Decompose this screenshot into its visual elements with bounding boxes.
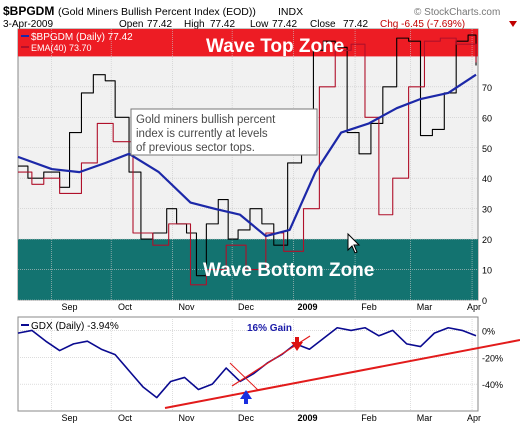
mouse-cursor-icon — [347, 232, 361, 254]
wave-top-zone-label: Wave Top Zone — [206, 36, 344, 57]
cross-trendline — [229, 362, 259, 391]
gdx-y-tick-label: 0% — [482, 326, 495, 336]
main-panel: Wave Top Zone Wave Bottom Zone $BPGDM (D… — [17, 28, 492, 312]
close-value: 77.42 — [343, 19, 368, 30]
gdx-y-axis: 0% -20% -40% — [482, 326, 503, 390]
open-label: Open — [119, 19, 143, 30]
main-y-tick-label: 20 — [482, 235, 492, 245]
gdx-x-tick-label: Mar — [417, 413, 433, 423]
wave-bottom-zone-label: Wave Bottom Zone — [203, 260, 374, 281]
change-text: Chg -6.45 (-7.69%) — [380, 19, 465, 30]
gdx-x-tick-label: Oct — [118, 413, 133, 423]
date-text: 3-Apr-2009 — [3, 19, 53, 30]
legend-label-ema: EMA(40) 73.70 — [31, 43, 92, 53]
down-triangle-icon — [509, 21, 517, 27]
main-y-tick-label: 70 — [482, 83, 492, 93]
main-x-tick-label: Nov — [179, 302, 196, 312]
gdx-x-tick-label: Sep — [62, 413, 78, 423]
long-trendline — [164, 339, 520, 409]
annotation-text: Gold miners bullish percent index is cur… — [136, 114, 279, 154]
low-value: 77.42 — [272, 19, 297, 30]
symbol-text: $BPGDM — [3, 4, 54, 18]
gdx-y-tick-label: -20% — [482, 353, 503, 363]
main-y-tick-label: 30 — [482, 205, 492, 215]
annotation-line-1: Gold miners bullish percent — [136, 114, 276, 126]
gdx-legend: GDX (Daily) -3.94% — [21, 321, 119, 332]
gdx-x-axis: Sep Oct Nov Dec 2009 Feb Mar Apr — [62, 413, 481, 423]
main-x-axis: Sep Oct Nov Dec 2009 Feb Mar Apr — [62, 302, 481, 312]
gdx-series — [17, 326, 520, 409]
open-value: 77.42 — [147, 19, 172, 30]
main-y-tick-label: 0 — [482, 296, 487, 306]
bpgdm-line — [18, 34, 477, 277]
main-x-tick-label: Feb — [361, 302, 377, 312]
main-y-tick-label: 10 — [482, 266, 492, 276]
pnf-line — [18, 37, 477, 286]
brand-text: © StockCharts.com — [414, 7, 500, 18]
description-text: (Gold Miners Bullish Percent Index (EOD)… — [58, 6, 256, 18]
main-y-tick-label: 50 — [482, 144, 492, 154]
main-y-axis: 0 10 20 30 40 50 60 70 — [482, 83, 492, 306]
annotation-line-3: of previous sector tops. — [136, 142, 255, 154]
main-x-tick-label: Apr — [467, 302, 481, 312]
high-label: High — [184, 19, 205, 30]
down-arrow-icon — [291, 337, 303, 351]
gdx-x-tick-label: Apr — [467, 413, 481, 423]
annotation-background — [130, 108, 318, 156]
wave-top-zone — [18, 29, 478, 57]
main-x-tick-label: 2009 — [297, 302, 317, 312]
legend-label-gdx: GDX (Daily) -3.94% — [31, 321, 119, 332]
up-arrow-icon — [240, 390, 252, 404]
annotation-box: Gold miners bullish percent index is cur… — [130, 108, 318, 156]
gdx-line — [17, 326, 477, 399]
annotation-line-2: index is currently at levels — [136, 128, 268, 140]
close-label: Close — [310, 19, 336, 30]
main-series — [17, 34, 477, 286]
gdx-x-tick-label: Feb — [361, 413, 377, 423]
gdx-x-tick-label: Nov — [179, 413, 196, 423]
exchange-text: INDX — [278, 6, 303, 18]
legend-label-bpgdm: $BPGDM (Daily) 77.42 — [31, 32, 133, 43]
gdx-x-tick-label: 2009 — [297, 413, 317, 423]
gdx-x-tick-label: Dec — [238, 413, 255, 423]
main-x-tick-label: Sep — [62, 302, 78, 312]
ema-line — [17, 73, 477, 238]
gain-annotation: 16% Gain — [247, 323, 292, 334]
main-x-tick-label: Dec — [238, 302, 255, 312]
main-legend: $BPGDM (Daily) 77.42 EMA(40) 73.70 — [21, 32, 133, 53]
main-x-tick-label: Oct — [118, 302, 133, 312]
main-y-tick-label: 60 — [482, 113, 492, 123]
main-x-tick-label: Mar — [417, 302, 433, 312]
gdx-panel: GDX (Daily) -3.94% 16% Gain 0% -20% -40% S… — [17, 316, 520, 423]
main-y-tick-label: 40 — [482, 174, 492, 184]
gdx-y-tick-label: -40% — [482, 380, 503, 390]
high-value: 77.42 — [210, 19, 235, 30]
low-label: Low — [250, 19, 269, 30]
